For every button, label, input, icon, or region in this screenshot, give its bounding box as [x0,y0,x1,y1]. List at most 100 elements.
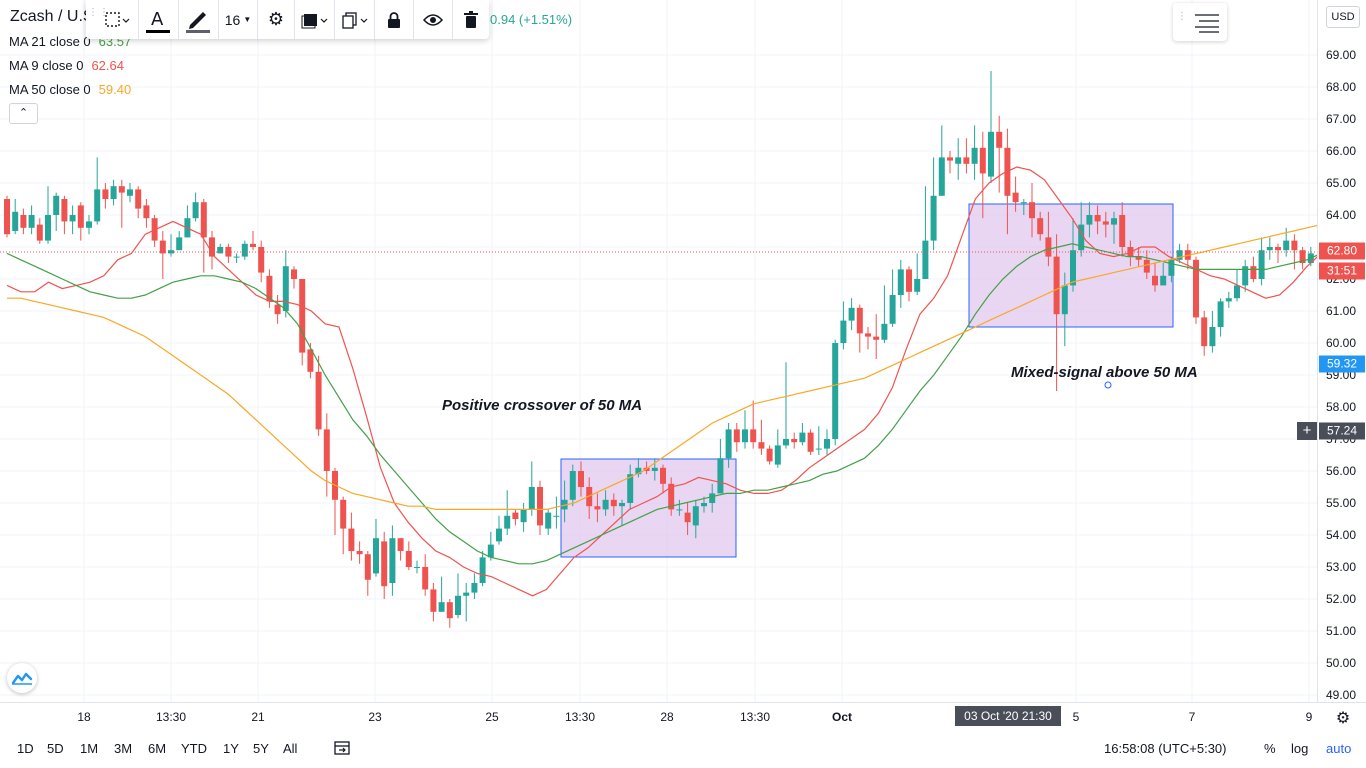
candle-body [865,333,871,337]
object-tree-button[interactable]: ⋮ [1173,3,1227,41]
range-5d-button[interactable]: 5D [47,741,64,756]
time-axis[interactable]: ⚙ 18 13:30 21 23 25 13:30 28 13:30 Oct 5 7 9 03 Oct … [0,702,1366,731]
clock-timezone[interactable]: 16:58:08 (UTC+5:30) [1104,741,1227,756]
candle [750,400,757,449]
range-5y-button[interactable]: 5Y [253,741,269,756]
candle-body [4,199,10,235]
drag-handle-icon[interactable]: ⋮⋮ [88,7,110,18]
candle [77,202,84,241]
candle-body [791,439,798,443]
log-toggle[interactable]: log [1291,741,1309,756]
annotation-positive-crossover[interactable]: Positive crossover of 50 MA [442,397,643,414]
range-3m-button[interactable]: 3M [114,741,133,756]
range-1m-button[interactable]: 1M [80,741,99,756]
range-6m-button[interactable]: 6M [148,741,167,756]
collapse-legend-button[interactable]: ⌃ [9,103,38,124]
candle-body [364,554,371,580]
candle-body [840,320,847,343]
candle-body [1094,215,1101,222]
price-axis[interactable]: 69.0068.0067.0066.0065.0064.0063.0062.00… [1317,0,1366,702]
price-tick-label: 68.00 [1326,80,1357,94]
price-tick-label: 67.00 [1326,112,1357,126]
candle-body [807,432,814,452]
candle-body [1152,275,1158,286]
range-1y-button[interactable]: 1Y [223,741,239,756]
trash-icon [464,10,478,28]
candle [45,186,51,244]
tradingview-logo-icon[interactable] [7,663,37,693]
lock-button[interactable] [375,0,413,39]
currency-badge[interactable]: USD [1326,6,1360,28]
candle [233,253,240,263]
candle [4,195,10,238]
candle [1291,234,1298,270]
select-area-button[interactable] [98,0,136,39]
font-size-value: 16 [224,11,241,28]
candle-body [282,266,289,311]
candle-body [438,602,445,612]
text-color-button[interactable]: A [139,0,177,39]
candle [86,215,92,235]
candle [733,423,740,452]
candle [373,519,379,577]
visibility-button[interactable] [414,0,452,39]
range-1d-button[interactable]: 1D [17,741,34,756]
candle [947,151,953,174]
candle-body [553,515,560,517]
candle [856,304,863,353]
template-button[interactable] [295,0,333,39]
percent-toggle[interactable]: % [1264,741,1276,756]
candle [717,439,724,494]
price-chart[interactable] [0,0,1317,702]
candle-body [266,275,273,302]
range-ytd-button[interactable]: YTD [181,741,207,756]
auto-scale-toggle[interactable]: auto [1326,741,1352,756]
candle [660,464,666,494]
candle [1012,176,1019,212]
candle-body [815,448,822,450]
candle-body [307,349,314,372]
crosshair-plus-icon[interactable]: + [1297,422,1317,440]
time-tick-label: 13:30 [739,710,771,724]
settings-button[interactable]: ⚙ [258,0,294,39]
ma21-line [6,243,1317,565]
chevron-down-icon: ▼ [243,15,252,24]
line-color-icon [186,11,210,33]
ma9-legend[interactable]: MA 9 close 0 62.64 [9,58,124,73]
annotation-mixed-signal[interactable]: Mixed-signal above 50 MA [1011,364,1198,381]
candle [102,183,109,209]
date-range-button[interactable] [333,739,351,760]
candle [996,115,1003,193]
candle-body [1209,327,1216,347]
range-all-button[interactable]: All [283,741,298,756]
font-size-dropdown[interactable]: 16 ▼ [219,0,257,39]
gear-icon[interactable]: ⚙ [1335,710,1351,727]
candle [1160,263,1167,286]
ma50-legend[interactable]: MA 50 close 0 59.40 [9,82,131,97]
clone-button[interactable] [335,0,373,39]
line-color-button[interactable] [179,0,217,39]
candle-body [455,595,461,615]
candle [28,205,35,235]
candle-body [856,307,863,334]
candle-body [94,189,101,222]
delete-button[interactable] [453,0,489,39]
candle [53,192,60,231]
candle-body [479,557,486,583]
candle-body [889,295,896,324]
candle [405,541,412,571]
candle [578,461,584,497]
candle-body [1086,215,1093,225]
candle [938,125,945,196]
candle-body [1250,266,1257,279]
candle [397,538,404,561]
candle-body [610,499,617,507]
candle [799,423,806,446]
symbol-title[interactable]: Zcash / U.S [10,8,94,25]
candle [930,157,937,251]
candle [701,496,707,513]
candle-body [53,195,60,215]
candle-body [1119,215,1126,247]
candle-body [348,528,355,551]
